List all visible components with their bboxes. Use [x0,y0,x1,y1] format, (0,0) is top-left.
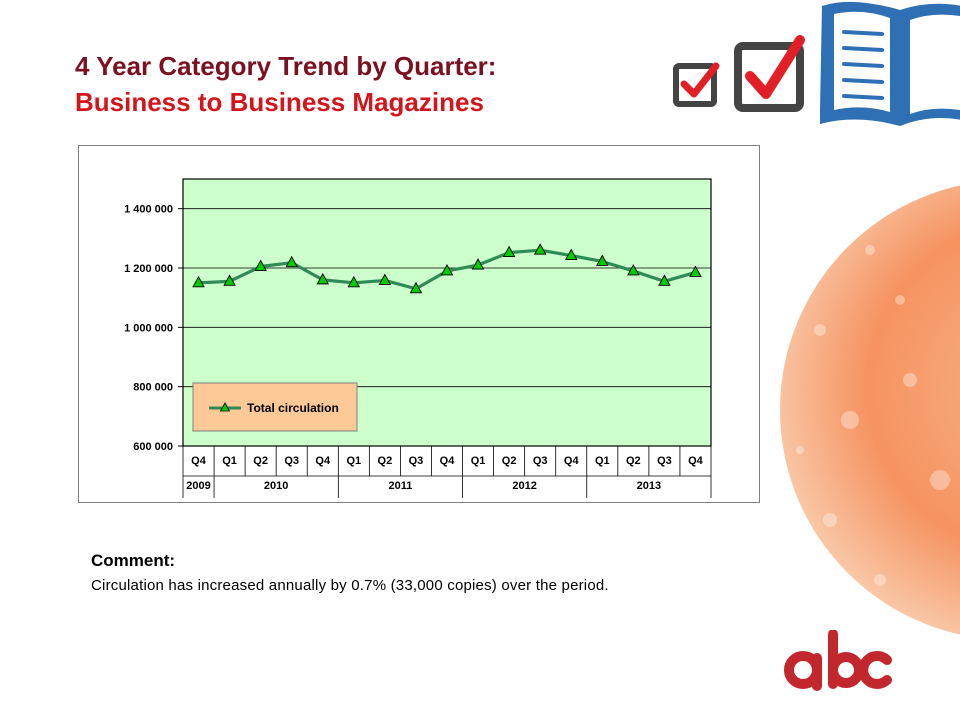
open-book-icon [820,1,960,126]
x-tick-label: Q2 [253,455,268,467]
data-point-marker [223,274,236,286]
data-point-marker [254,259,267,271]
x-tick-label: Q4 [688,455,704,467]
title-line-2: Business to Business Magazines [75,87,484,117]
comment-section: Comment: Circulation has increased annua… [91,551,851,594]
title-line-1: 4 Year Category Trend by Quarter: [75,51,497,81]
x-tick-label: Q3 [409,455,424,467]
x-tick-label: Q2 [626,455,641,467]
x-tick-label: Q4 [440,455,456,467]
texture-speckles [796,245,950,586]
y-tick-label: 1 400 000 [124,204,173,216]
year-label: 2009 [186,480,210,492]
data-point-marker [627,264,640,276]
legend-marker [219,402,231,412]
x-tick-label: Q1 [346,455,361,467]
x-tick-label: Q1 [471,455,486,467]
y-tick-label: 1 000 000 [124,322,173,334]
legend-label: Total circulation [247,401,339,415]
data-point-marker [658,274,671,286]
x-tick-label: Q3 [533,455,548,467]
orange-circle-decoration [780,185,960,635]
y-tick-label: 1 200 000 [124,263,173,275]
chart-legend: Total circulation [192,382,358,432]
data-point-marker [502,245,516,258]
data-point-marker [689,265,702,277]
data-point-marker [316,272,330,285]
y-tick-label: 800 000 [133,382,173,394]
data-point-marker [192,275,205,288]
data-point-marker [285,255,298,268]
x-tick-label: Q4 [315,455,331,467]
abc-logo [784,630,892,691]
data-point-marker [440,264,454,276]
x-tick-label: Q3 [284,455,299,467]
year-label: 2011 [388,480,412,492]
data-point-marker [596,254,609,266]
x-tick-label: Q2 [378,455,393,467]
x-tick-label: Q3 [657,455,672,467]
data-point-marker [533,243,547,255]
comment-heading: Comment: [91,551,176,570]
series-total-circulation [192,243,702,294]
y-tick-label: 600 000 [133,441,173,453]
circulation-line-chart: 1 400 000 1 200 000 1 000 000 800 000 600 00… [124,178,712,498]
year-label: 2010 [264,480,288,492]
x-tick-label: Q4 [564,455,580,467]
checkbox-icon [734,35,805,112]
data-point-marker [471,258,485,270]
y-axis: 1 400 000 1 200 000 1 000 000 800 000 600 00… [124,204,183,453]
comment-text: Circulation has increased annually by 0.… [91,577,609,594]
x-tick-label: Q1 [595,455,610,467]
x-tick-label: Q2 [502,455,517,467]
year-label: 2013 [637,480,661,492]
x-axis: Q4 Q1 Q2 Q3 Q4 Q1 Q2 Q3 Q4 Q1 Q2 Q3 Q4 Q1 Q2 Q3 Q4 2009 20… [182,446,712,498]
chart-frame: 1 400 000 1 200 000 1 000 000 800 000 600 00… [78,145,760,503]
slide-title: 4 Year Category Trend by Quarter: Busine… [75,48,496,120]
checkbox-icon [673,62,720,107]
data-point-marker [409,281,423,294]
data-point-marker [347,275,361,288]
x-tick-label: Q4 [191,455,207,467]
year-label: 2012 [512,480,536,492]
data-point-marker [564,248,578,260]
x-tick-label: Q1 [222,455,237,467]
data-point-marker [378,273,392,285]
